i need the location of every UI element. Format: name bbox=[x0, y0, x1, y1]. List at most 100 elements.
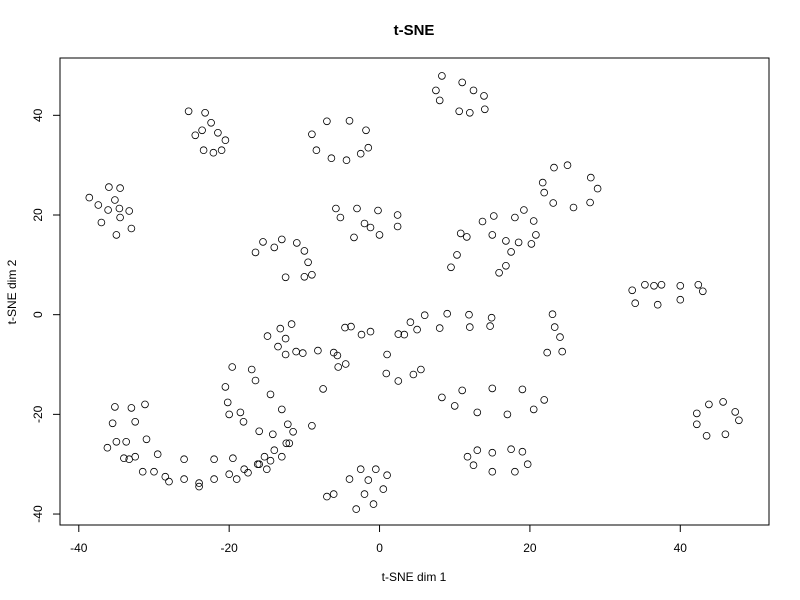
data-point bbox=[694, 280, 703, 289]
data-point bbox=[207, 119, 215, 127]
data-point bbox=[721, 430, 730, 439]
data-point bbox=[406, 318, 415, 327]
data-point bbox=[400, 330, 409, 339]
data-point bbox=[251, 248, 260, 257]
data-point bbox=[443, 309, 452, 318]
data-point bbox=[266, 390, 275, 399]
x-tick-label: 40 bbox=[674, 541, 688, 555]
data-point bbox=[702, 431, 711, 440]
data-point bbox=[210, 455, 218, 464]
data-point bbox=[540, 396, 548, 404]
data-point bbox=[201, 109, 209, 117]
data-point bbox=[458, 78, 467, 87]
data-point bbox=[180, 475, 188, 483]
data-point bbox=[382, 369, 391, 378]
data-point bbox=[586, 198, 594, 207]
data-point bbox=[556, 333, 564, 341]
data-point bbox=[469, 86, 478, 95]
data-point bbox=[223, 398, 232, 407]
data-point bbox=[653, 300, 662, 309]
data-point bbox=[458, 386, 467, 395]
data-point bbox=[239, 417, 248, 426]
data-point bbox=[277, 452, 286, 461]
data-point bbox=[518, 447, 527, 456]
data-point bbox=[356, 149, 365, 158]
x-axis-label: t-SNE dim 1 bbox=[382, 570, 447, 584]
data-point bbox=[141, 400, 149, 409]
data-point bbox=[532, 231, 540, 239]
data-point bbox=[180, 455, 188, 464]
data-point bbox=[276, 324, 285, 333]
y-tick-label: 40 bbox=[31, 108, 45, 122]
data-point bbox=[270, 243, 279, 252]
data-point bbox=[507, 248, 515, 256]
y-tick-label: 20 bbox=[31, 208, 45, 222]
data-point bbox=[657, 280, 666, 289]
data-point bbox=[488, 231, 497, 239]
data-point bbox=[103, 443, 112, 452]
data-point bbox=[586, 173, 595, 182]
data-point bbox=[543, 348, 551, 357]
data-point bbox=[435, 96, 444, 105]
data-point bbox=[281, 350, 290, 359]
data-point bbox=[195, 482, 203, 491]
data-point bbox=[502, 261, 510, 270]
data-point bbox=[327, 154, 336, 163]
data-point bbox=[364, 143, 373, 152]
data-point bbox=[569, 203, 578, 212]
data-point bbox=[308, 270, 316, 279]
data-point bbox=[465, 323, 474, 331]
data-point bbox=[292, 347, 300, 356]
data-point bbox=[463, 452, 472, 461]
data-point bbox=[383, 471, 391, 480]
data-point bbox=[289, 427, 297, 436]
data-point bbox=[527, 240, 536, 248]
data-point bbox=[259, 238, 267, 246]
data-point bbox=[473, 408, 482, 417]
data-point bbox=[366, 327, 375, 336]
data-point bbox=[628, 286, 636, 295]
data-point bbox=[529, 405, 538, 414]
data-point bbox=[447, 263, 455, 272]
data-point bbox=[473, 446, 482, 455]
data-point bbox=[282, 439, 291, 448]
data-point bbox=[345, 475, 354, 483]
data-point bbox=[300, 247, 309, 255]
data-point bbox=[548, 310, 557, 319]
data-point bbox=[105, 183, 113, 191]
data-point bbox=[308, 421, 316, 430]
data-point bbox=[341, 360, 350, 368]
data-point bbox=[374, 206, 382, 215]
data-point bbox=[277, 405, 286, 414]
data-point bbox=[229, 454, 237, 463]
data-point bbox=[142, 435, 151, 444]
data-point bbox=[283, 420, 292, 429]
data-point bbox=[263, 332, 272, 340]
data-point bbox=[550, 323, 559, 331]
data-point bbox=[631, 299, 639, 308]
data-point bbox=[209, 148, 218, 157]
data-point bbox=[518, 385, 527, 394]
data-point bbox=[138, 467, 147, 476]
data-point bbox=[323, 492, 331, 501]
data-point bbox=[502, 237, 510, 245]
data-point bbox=[342, 156, 351, 165]
data-point bbox=[465, 109, 474, 117]
data-point bbox=[298, 349, 307, 357]
data-point bbox=[455, 107, 464, 116]
data-point bbox=[369, 500, 378, 508]
data-point bbox=[214, 129, 222, 137]
data-point bbox=[247, 365, 256, 374]
data-point bbox=[285, 439, 294, 448]
data-point bbox=[287, 320, 296, 328]
data-point bbox=[281, 334, 290, 343]
data-point bbox=[262, 465, 271, 474]
data-point bbox=[705, 400, 713, 409]
data-point bbox=[341, 323, 349, 332]
data-point bbox=[195, 479, 203, 487]
data-point bbox=[438, 393, 446, 402]
data-point bbox=[520, 206, 528, 214]
data-point bbox=[131, 452, 140, 461]
data-point bbox=[236, 408, 245, 417]
x-tick-label: -40 bbox=[70, 541, 88, 555]
